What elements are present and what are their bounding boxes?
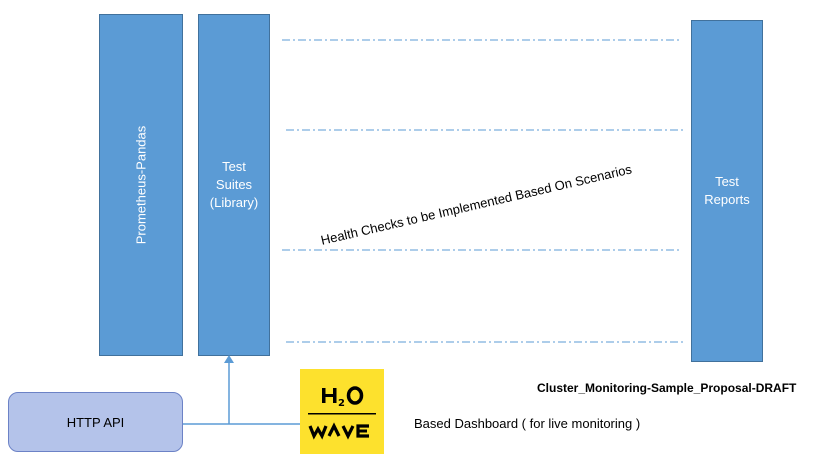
test-reports-label-line2: Reports (704, 192, 750, 207)
http-api-label: HTTP API (66, 414, 125, 430)
dashboard-caption: Based Dashboard ( for live monitoring ) (414, 416, 641, 431)
test-suites-label-line2: Suites (215, 177, 253, 192)
draft-title: Cluster_Monitoring-Sample_Proposal-DRAFT (537, 381, 797, 395)
h2o-wave-logo-icon: 2 (300, 369, 384, 454)
svg-text:2: 2 (338, 398, 345, 409)
test-reports-block: Test Reports (691, 20, 763, 362)
test-suites-block: Test Suites (Library) (198, 14, 270, 356)
prometheus-pandas-block: Prometheus-Pandas (99, 14, 183, 356)
test-suites-label-line1: Test (222, 159, 246, 174)
arrowhead-up (224, 355, 234, 363)
test-suites-label-line3: (Library) (209, 195, 259, 210)
http-api-box: HTTP API (8, 392, 183, 452)
test-reports-label-line1: Test (715, 174, 739, 189)
